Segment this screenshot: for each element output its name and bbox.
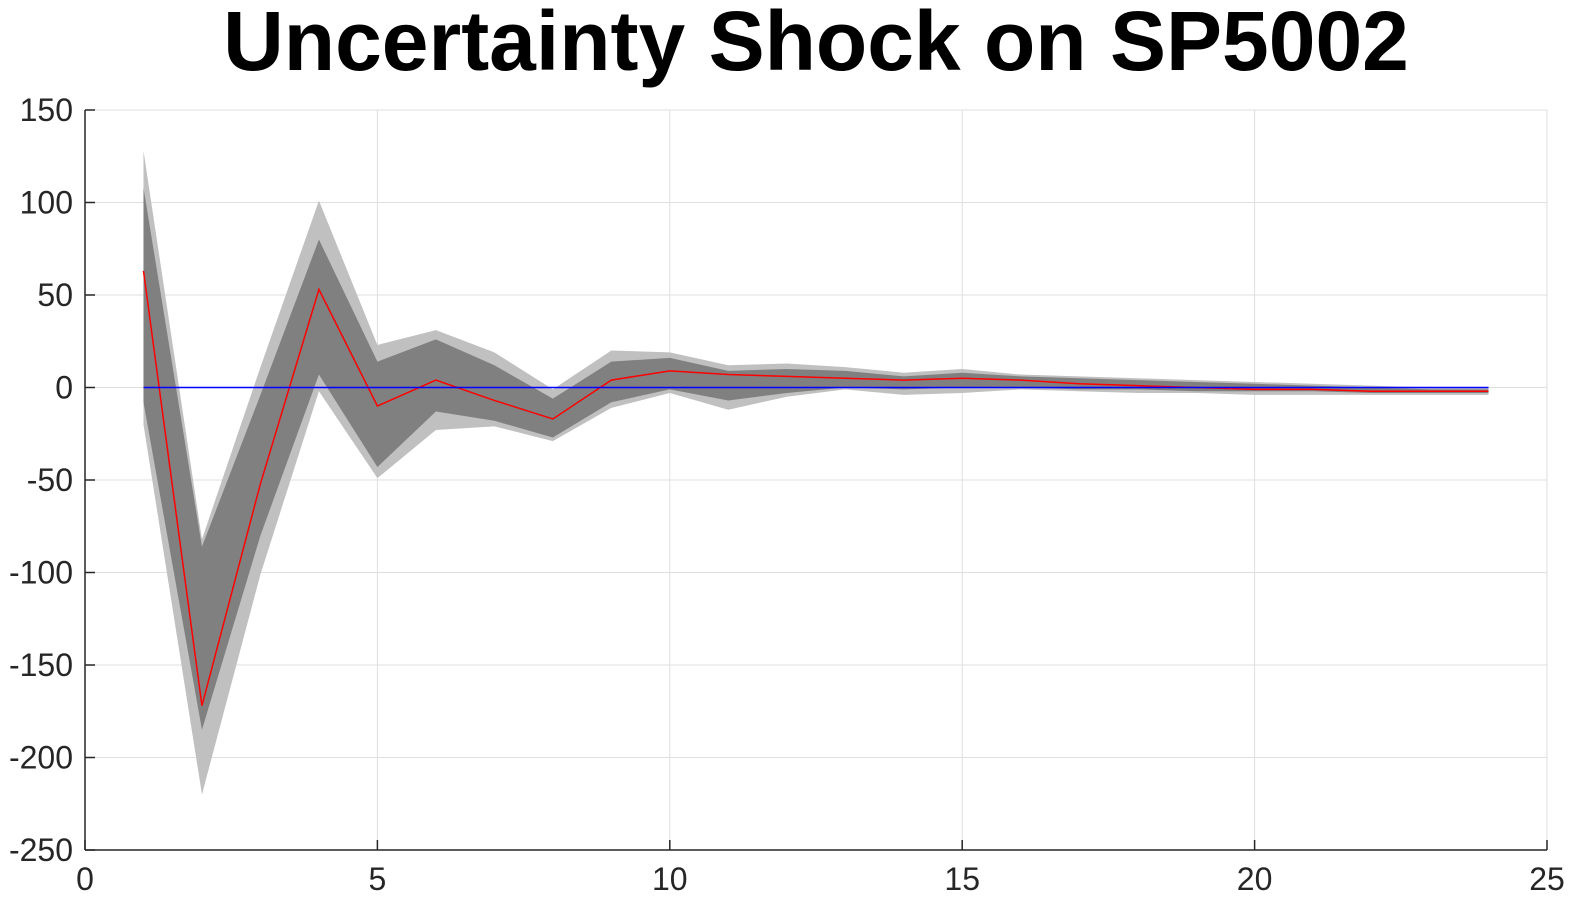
y-tick-label: 0 xyxy=(55,370,73,406)
y-tick-label: 50 xyxy=(37,277,73,313)
x-tick-label: 25 xyxy=(1529,861,1565,897)
x-tick-label: 20 xyxy=(1237,861,1273,897)
series-lines xyxy=(142,270,1489,706)
grid-lines xyxy=(84,109,1548,851)
y-tick-label: -250 xyxy=(9,832,73,868)
y-tick-label: 100 xyxy=(20,185,73,221)
y-tick-label: -150 xyxy=(9,647,73,683)
y-tick-label: -200 xyxy=(9,740,73,776)
outer-band xyxy=(143,150,1489,795)
confidence-bands xyxy=(143,150,1489,795)
y-tick-label: -100 xyxy=(9,555,73,591)
x-tick-label: 0 xyxy=(76,861,94,897)
tick-labels: 0 5 10 15 20 25 150 100 50 0 -50 -100 -150 -200 -250 xyxy=(9,92,1565,897)
y-tick-label: 150 xyxy=(20,92,73,128)
y-tick-label: -50 xyxy=(27,462,73,498)
x-tick-label: 15 xyxy=(944,861,980,897)
x-tick-label: 10 xyxy=(652,861,688,897)
x-tick-label: 5 xyxy=(369,861,387,897)
chart-title: Uncertainty Shock on SP5002 xyxy=(223,0,1409,88)
median-line xyxy=(142,270,1489,706)
axes xyxy=(84,109,1548,851)
